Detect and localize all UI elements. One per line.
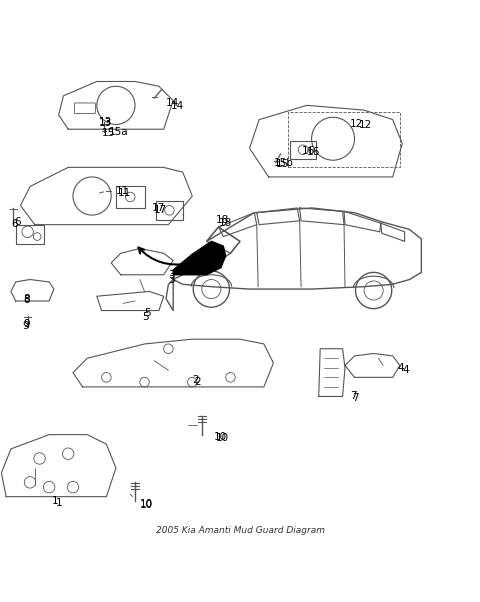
Text: 17: 17 <box>152 203 165 213</box>
Text: 6: 6 <box>14 217 21 228</box>
Text: 7: 7 <box>350 391 356 402</box>
Text: 17: 17 <box>154 205 168 216</box>
Text: 16: 16 <box>307 147 320 157</box>
Text: 12: 12 <box>350 119 363 129</box>
Text: 5: 5 <box>142 312 149 321</box>
Text: 2: 2 <box>192 374 199 385</box>
Polygon shape <box>173 241 226 275</box>
Text: 18: 18 <box>218 218 232 228</box>
Text: 15: 15 <box>102 128 115 137</box>
Text: 14: 14 <box>166 98 180 108</box>
Text: 7: 7 <box>352 393 359 403</box>
Text: 8: 8 <box>24 294 30 303</box>
Text: 13: 13 <box>99 117 112 127</box>
Text: 10: 10 <box>214 432 227 442</box>
Text: 5: 5 <box>144 308 151 318</box>
Text: 12: 12 <box>360 120 372 131</box>
Text: 9: 9 <box>23 321 29 331</box>
Text: 9: 9 <box>24 319 30 329</box>
Text: 15a: 15a <box>109 126 128 137</box>
Text: 11: 11 <box>116 186 129 196</box>
Text: 2005 Kia Amanti Mud Guard Diagram: 2005 Kia Amanti Mud Guard Diagram <box>156 526 324 535</box>
Text: 18: 18 <box>216 215 229 225</box>
Text: 3: 3 <box>168 275 175 285</box>
Text: 16: 16 <box>302 146 315 156</box>
Text: 13: 13 <box>99 119 112 128</box>
Text: 6: 6 <box>11 219 18 229</box>
Text: 10: 10 <box>140 499 153 509</box>
Text: 8: 8 <box>23 295 29 305</box>
Text: 4: 4 <box>397 363 404 373</box>
Text: 2: 2 <box>195 377 201 387</box>
Text: 4: 4 <box>402 365 409 375</box>
Text: 11: 11 <box>118 188 132 197</box>
Text: 1: 1 <box>52 497 59 506</box>
Text: 10: 10 <box>216 433 229 444</box>
Text: 15b: 15b <box>274 158 293 167</box>
Text: 3: 3 <box>168 270 175 280</box>
Text: 15: 15 <box>276 159 289 169</box>
Text: 1: 1 <box>56 498 63 508</box>
Text: 14: 14 <box>171 101 184 111</box>
Text: 10: 10 <box>140 500 153 510</box>
